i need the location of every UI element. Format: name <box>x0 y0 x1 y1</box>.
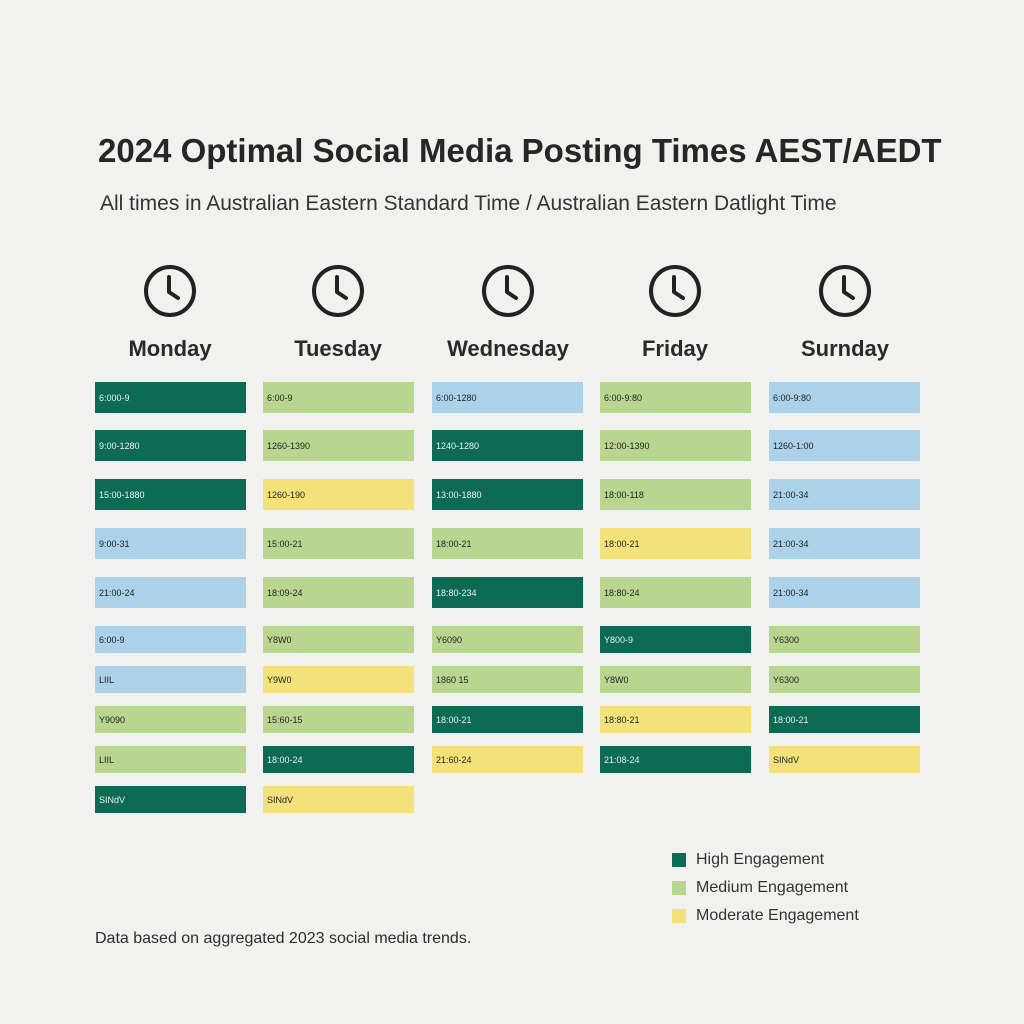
clock-icon <box>482 265 534 317</box>
time-slot: 21:00-24 <box>95 577 246 608</box>
time-slot: 18:00-21 <box>432 528 583 559</box>
legend-swatch <box>672 881 686 895</box>
time-slot: 18:00-21 <box>432 706 583 733</box>
time-slot: Y8W0 <box>263 626 414 653</box>
time-slot: 18:80-234 <box>432 577 583 608</box>
time-slot: 1260-1390 <box>263 430 414 461</box>
day-header-wednesday: Wednesday <box>423 262 593 362</box>
time-slot: 15:60-15 <box>263 706 414 733</box>
clock-icon <box>819 265 871 317</box>
time-slot: 18:80-21 <box>600 706 751 733</box>
time-slot: Y6090 <box>432 626 583 653</box>
time-slot: 6:00-1280 <box>432 382 583 413</box>
page-subtitle: All times in Australian Eastern Standard… <box>100 192 837 215</box>
time-slot: SINdV <box>769 746 920 773</box>
time-slot: 18:09-24 <box>263 577 414 608</box>
time-slot: 18:00-118 <box>600 479 751 510</box>
time-slot: Y9W0 <box>263 666 414 693</box>
time-slot: 6:00-9:80 <box>769 382 920 413</box>
day-header-friday: Friday <box>590 262 760 362</box>
legend-item-medium: Medium Engagement <box>672 874 859 902</box>
time-slot: SINdV <box>263 786 414 813</box>
time-slot: 6:00-9:80 <box>600 382 751 413</box>
time-slot: 21:08-24 <box>600 746 751 773</box>
day-header-monday: Monday <box>85 262 255 362</box>
time-slot: LIIL <box>95 746 246 773</box>
time-slot: Y8W0 <box>600 666 751 693</box>
day-name: Wednesday <box>447 336 569 361</box>
time-slot: 1240-1280 <box>432 430 583 461</box>
time-slot: Y800-9 <box>600 626 751 653</box>
time-slot: 18:00-21 <box>600 528 751 559</box>
legend-swatch <box>672 909 686 923</box>
time-slot: 6:00-9 <box>95 626 246 653</box>
legend-label: Medium Engagement <box>696 879 849 896</box>
time-slot: Y6300 <box>769 626 920 653</box>
time-slot: 1260-190 <box>263 479 414 510</box>
time-slot: 18:00-21 <box>769 706 920 733</box>
time-slot: 21:00-34 <box>769 577 920 608</box>
time-slot: 1860 15 <box>432 666 583 693</box>
time-slot: 18:80-24 <box>600 577 751 608</box>
day-header-surnday: Surnday <box>760 262 930 362</box>
time-slot: 13:00-1880 <box>432 479 583 510</box>
time-slot: SINdV <box>95 786 246 813</box>
legend-label: High Engagement <box>696 851 825 868</box>
time-slot: 21:00-34 <box>769 479 920 510</box>
time-slot: 21:60-24 <box>432 746 583 773</box>
clock-icon <box>649 265 701 317</box>
legend-swatch <box>672 853 686 867</box>
day-name: Friday <box>641 336 709 361</box>
time-slot: 6:000-9 <box>95 382 246 413</box>
time-slot: 9:00-31 <box>95 528 246 559</box>
page-title: 2024 Optimal Social Media Posting Times … <box>98 132 942 169</box>
day-name: Monday <box>128 336 212 361</box>
legend-item-moderate: Moderate Engagement <box>672 902 859 930</box>
time-slot: 9:00-1280 <box>95 430 246 461</box>
day-header-tuesday: Tuesday <box>253 262 423 362</box>
legend-item-high: High Engagement <box>672 846 859 874</box>
time-slot: 1260-1:00 <box>769 430 920 461</box>
time-slot: 18:00-24 <box>263 746 414 773</box>
time-slot: 15:00-1880 <box>95 479 246 510</box>
legend: High Engagement Medium Engagement Moderate… <box>672 846 859 930</box>
day-name: Surnday <box>800 336 890 361</box>
legend-label: Moderate Engagement <box>696 907 859 924</box>
clock-icon <box>144 265 196 317</box>
time-slot: 21:00-34 <box>769 528 920 559</box>
time-slot: 12:00-1390 <box>600 430 751 461</box>
time-slot: 15:00-21 <box>263 528 414 559</box>
day-name: Tuesday <box>294 336 382 361</box>
time-slot: Y9090 <box>95 706 246 733</box>
time-slot: 6:00-9 <box>263 382 414 413</box>
time-slot: LIIL <box>95 666 246 693</box>
time-slot: Y6300 <box>769 666 920 693</box>
clock-icon <box>312 265 364 317</box>
footnote: Data based on aggregated 2023 social med… <box>95 930 472 947</box>
